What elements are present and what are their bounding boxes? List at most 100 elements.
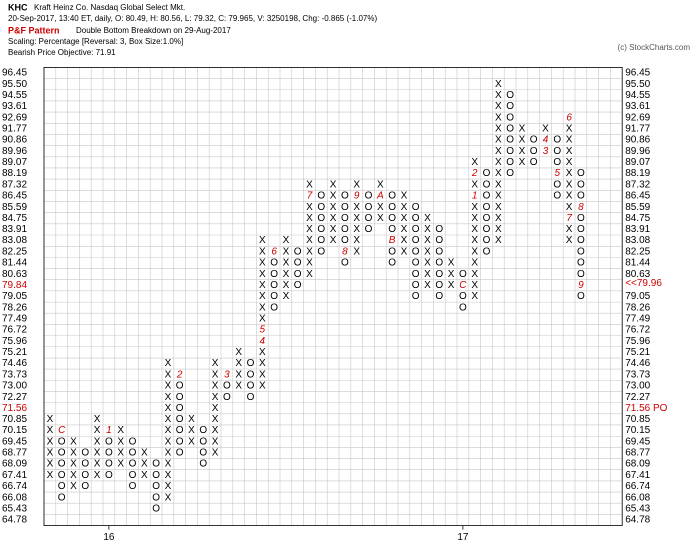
o-box: O	[577, 213, 585, 224]
o-box: O	[105, 470, 113, 481]
x-box: X	[235, 347, 242, 358]
x-box: X	[70, 448, 77, 459]
x-tick-label: 16	[103, 532, 115, 543]
o-box: O	[105, 436, 113, 447]
x-box: X	[401, 246, 408, 257]
o-box: O	[81, 448, 89, 459]
x-box: X	[566, 235, 573, 246]
o-box: O	[341, 235, 349, 246]
x-box: X	[566, 135, 573, 146]
y2-tick-label: 77.49	[625, 313, 650, 324]
x-box: X	[117, 459, 124, 470]
o-box: O	[152, 481, 160, 492]
o-box: O	[459, 291, 467, 302]
o-box: O	[129, 459, 137, 470]
y-tick-label: 81.44	[2, 258, 27, 269]
x-box: X	[259, 258, 266, 269]
x-box: X	[495, 79, 502, 90]
x-box: X	[141, 448, 148, 459]
month-marker: 4	[260, 336, 266, 347]
x-box: X	[212, 414, 219, 425]
o-box: O	[270, 291, 278, 302]
y2-tick-label: <<79.96	[625, 278, 662, 289]
y-tick-label: 96.45	[2, 68, 27, 79]
x-box: X	[165, 425, 172, 436]
y-tick-label: 70.15	[2, 425, 27, 436]
o-box: O	[577, 258, 585, 269]
x-box: X	[519, 123, 526, 134]
y-tick-label: 68.09	[2, 459, 27, 470]
o-box: O	[483, 202, 491, 213]
y-tick-label: 89.07	[2, 157, 27, 168]
x-box: X	[353, 213, 360, 224]
o-box: O	[388, 202, 396, 213]
y2-tick-label: 70.15	[625, 425, 650, 436]
x-box: X	[235, 380, 242, 391]
o-box: O	[199, 459, 207, 470]
y-tick-label: 66.74	[2, 481, 27, 492]
plot-frame	[43, 67, 623, 527]
month-marker: 7	[307, 191, 313, 202]
o-box: O	[270, 258, 278, 269]
y-tick-label: 86.45	[2, 191, 27, 202]
company-name: Kraft Heinz Co. Nasdaq Global Select Mkt…	[34, 3, 185, 12]
y2-tick-label: 96.45	[625, 68, 650, 79]
o-box: O	[58, 459, 66, 470]
x-box: X	[401, 202, 408, 213]
credit: (c) StockCharts.com	[618, 43, 691, 52]
o-box: O	[81, 481, 89, 492]
o-box: O	[341, 224, 349, 235]
o-box: O	[506, 157, 514, 168]
x-box: X	[306, 179, 313, 190]
o-box: O	[388, 258, 396, 269]
o-box: O	[412, 280, 420, 291]
o-box: O	[317, 235, 325, 246]
o-box: O	[58, 470, 66, 481]
x-box: X	[330, 213, 337, 224]
x-box: X	[188, 436, 195, 447]
o-box: O	[577, 179, 585, 190]
y2-tick-label: 75.21	[625, 347, 650, 358]
y2-tick-label: 76.72	[625, 325, 650, 336]
o-box: O	[317, 213, 325, 224]
o-box: O	[365, 191, 373, 202]
o-box: O	[388, 213, 396, 224]
x-box: X	[448, 258, 455, 269]
o-box: O	[176, 380, 184, 391]
o-box: O	[483, 179, 491, 190]
x-box: X	[235, 369, 242, 380]
month-marker: 2	[176, 369, 183, 380]
y-tick-label: 90.86	[2, 135, 27, 146]
y-tick-label: 75.21	[2, 347, 27, 358]
x-box: X	[47, 470, 54, 481]
o-box: O	[412, 202, 420, 213]
x-box: X	[353, 179, 360, 190]
o-box: O	[530, 157, 538, 168]
x-box: X	[495, 101, 502, 112]
x-box: X	[306, 246, 313, 257]
x-box: X	[165, 481, 172, 492]
x-box: X	[471, 202, 478, 213]
o-box: O	[435, 235, 443, 246]
x-box: X	[283, 269, 290, 280]
x-box: X	[495, 202, 502, 213]
x-box: X	[165, 470, 172, 481]
month-marker: 3	[543, 146, 549, 157]
x-box: X	[471, 246, 478, 257]
x-tick-label: 17	[457, 532, 469, 543]
x-box: X	[235, 358, 242, 369]
pattern-text: Double Bottom Breakdown on 29-Aug-2017	[76, 26, 231, 35]
o-box: O	[317, 202, 325, 213]
o-box: O	[294, 246, 302, 257]
x-box: X	[94, 459, 101, 470]
x-box: X	[471, 291, 478, 302]
y-tick-label: 82.25	[2, 246, 27, 257]
x-box: X	[353, 202, 360, 213]
o-box: O	[58, 436, 66, 447]
x-box: X	[566, 168, 573, 179]
x-box: X	[259, 313, 266, 324]
x-box: X	[259, 358, 266, 369]
y-tick-label: 76.72	[2, 325, 27, 336]
o-box: O	[365, 202, 373, 213]
o-box: O	[412, 224, 420, 235]
